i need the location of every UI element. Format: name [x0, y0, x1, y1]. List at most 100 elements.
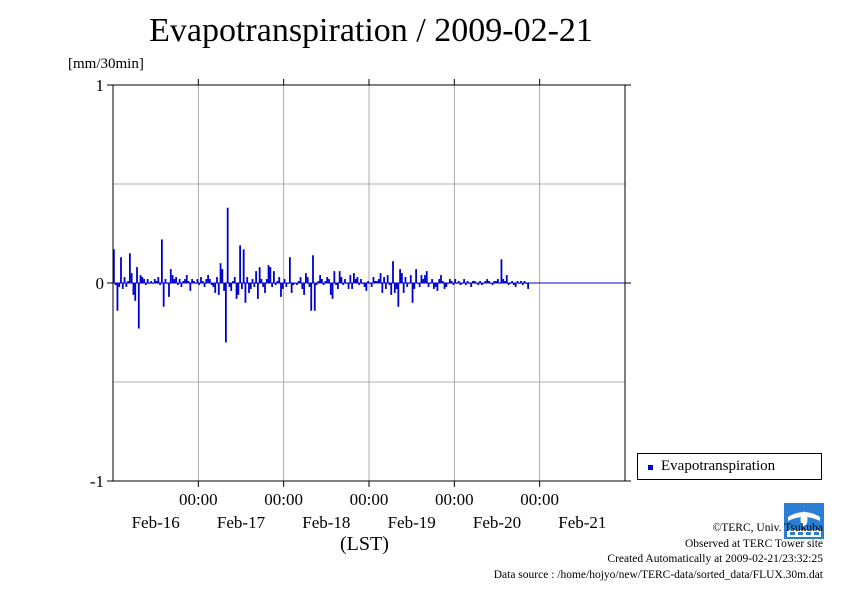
- bar: [216, 277, 218, 283]
- x-date-label: Feb-17: [217, 513, 266, 532]
- bar: [402, 283, 405, 293]
- bar: [480, 283, 483, 285]
- terc-logo-icon: [784, 503, 824, 539]
- bar: [454, 279, 457, 283]
- bar: [486, 279, 489, 283]
- bar: [176, 283, 179, 285]
- bar: [116, 283, 119, 311]
- bar: [187, 281, 190, 283]
- credit-source: Data source : /home/hojyo/new/TERC-data/…: [493, 568, 823, 581]
- bar: [328, 279, 330, 283]
- bar: [313, 283, 316, 311]
- bar: [228, 283, 231, 287]
- bar: [448, 279, 451, 283]
- bar: [184, 279, 186, 283]
- bar: [459, 283, 462, 285]
- bar: [326, 277, 329, 283]
- chart-title: Evapotranspiration / 2009-02-21: [149, 12, 593, 49]
- bar: [425, 271, 428, 283]
- bar: [441, 281, 444, 283]
- bar: [303, 283, 306, 295]
- bar: [386, 275, 389, 283]
- x-tick-label: 00:00: [435, 490, 474, 509]
- bar: [162, 283, 165, 307]
- bar: [310, 283, 313, 311]
- bar: [242, 249, 245, 283]
- bar: [157, 277, 160, 283]
- bar: [420, 275, 423, 283]
- bar: [367, 281, 370, 283]
- bar: [473, 281, 476, 283]
- bar: [457, 281, 460, 283]
- bar: [436, 283, 439, 291]
- bar: [136, 267, 138, 283]
- bar: [484, 281, 487, 283]
- bar: [219, 263, 222, 283]
- bar: [306, 277, 309, 283]
- bar: [333, 271, 336, 283]
- bar: [335, 283, 338, 285]
- bar: [406, 283, 409, 287]
- bar: [230, 283, 233, 291]
- bar: [232, 281, 234, 283]
- x-axis-label: (LST): [340, 533, 389, 555]
- bar: [376, 281, 378, 283]
- bar: [205, 279, 208, 283]
- bar: [301, 283, 304, 289]
- bar: [347, 283, 350, 289]
- bar: [383, 277, 386, 283]
- bar: [511, 281, 514, 283]
- bar: [392, 261, 394, 283]
- bar: [432, 283, 435, 289]
- bar: [272, 271, 275, 283]
- bar: [440, 275, 442, 283]
- bar: [523, 281, 526, 283]
- y-tick-label: 1: [96, 76, 105, 95]
- bar: [262, 283, 265, 287]
- credits: ©TERC, Univ. Tsukuba Observed at TERC To…: [494, 521, 823, 583]
- bar: [308, 283, 311, 287]
- bar: [356, 277, 359, 283]
- bar: [472, 281, 474, 283]
- bar: [121, 283, 124, 289]
- bar: [413, 283, 416, 289]
- bar: [258, 267, 261, 283]
- bar: [299, 277, 302, 283]
- bar: [365, 283, 368, 291]
- legend-swatch: [648, 465, 653, 470]
- bar: [281, 283, 284, 289]
- bar: [224, 283, 227, 343]
- bar: [496, 279, 499, 283]
- bar: [143, 279, 146, 283]
- bar: [153, 279, 156, 283]
- bar: [488, 281, 490, 283]
- bar: [256, 283, 259, 299]
- bar: [185, 275, 188, 283]
- bar: [514, 283, 517, 287]
- bar: [349, 275, 352, 283]
- bar: [198, 283, 201, 285]
- x-date-label: Feb-21: [558, 513, 606, 532]
- bar: [260, 279, 263, 283]
- bar: [160, 239, 163, 283]
- bar: [320, 279, 323, 283]
- bar: [495, 281, 498, 283]
- bar: [128, 253, 131, 283]
- bar: [120, 257, 122, 283]
- bar: [244, 283, 247, 303]
- credit-copyright: ©TERC, Univ. Tsukuba: [712, 522, 823, 534]
- bar: [379, 273, 382, 283]
- bar: [280, 283, 282, 297]
- bar: [443, 283, 446, 289]
- bar: [285, 283, 288, 287]
- bar: [276, 281, 279, 283]
- bar: [504, 281, 506, 283]
- x-tick-label: 00:00: [350, 490, 389, 509]
- bar: [191, 279, 194, 283]
- bar: [180, 283, 183, 287]
- bar: [317, 281, 320, 283]
- bar: [239, 245, 242, 283]
- bar: [450, 281, 453, 283]
- bar: [146, 279, 149, 283]
